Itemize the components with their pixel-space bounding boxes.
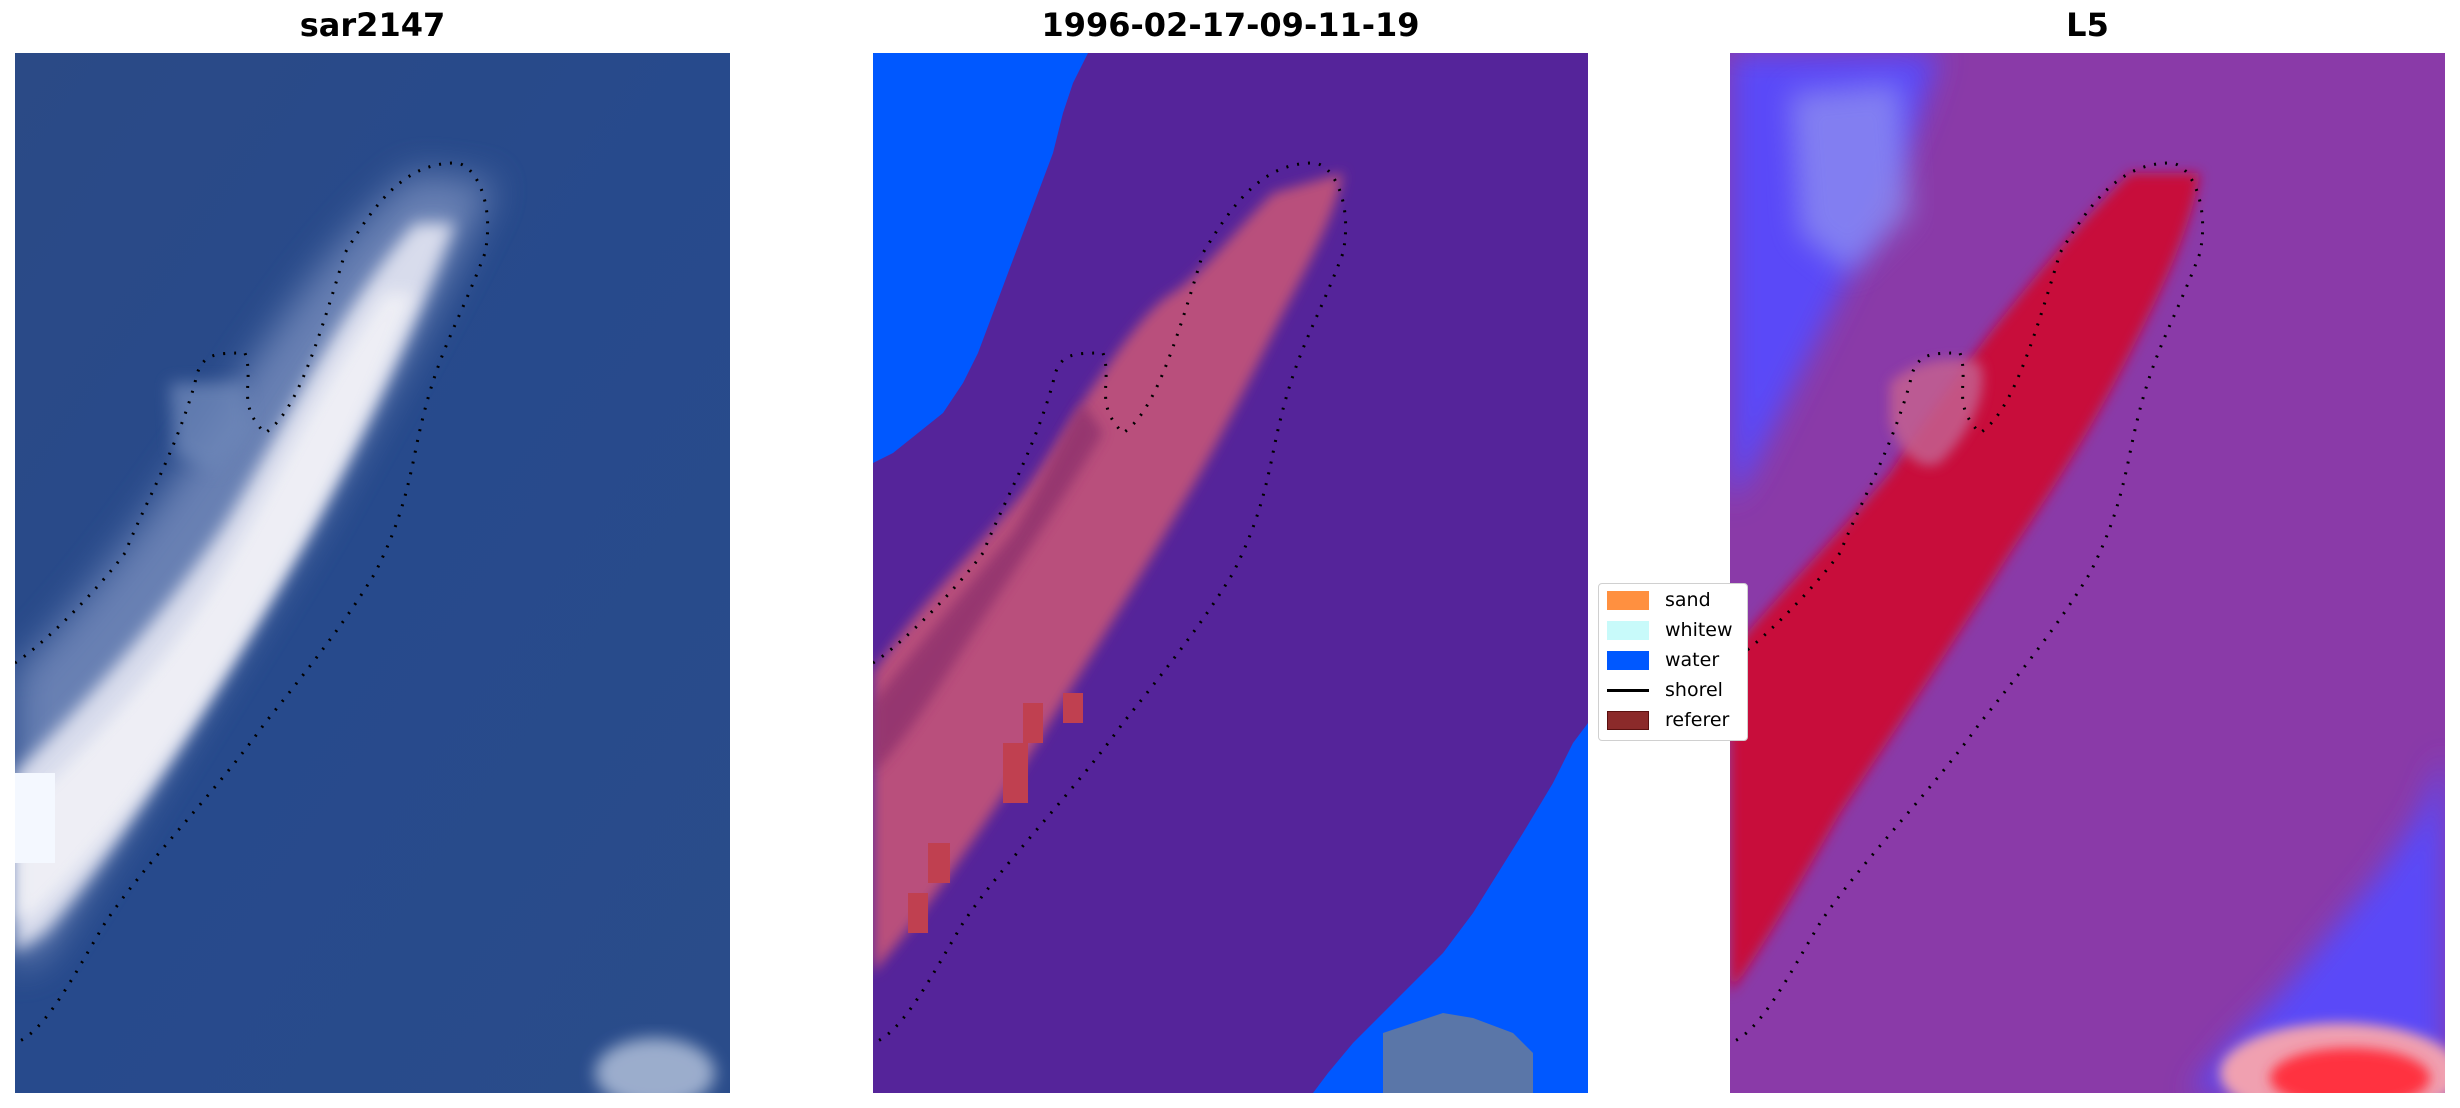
- small-lobe: [170, 383, 250, 473]
- index-mid-lobe: [1890, 359, 1983, 466]
- bottom-rgb-patch: [1383, 1013, 1533, 1093]
- legend-item-water: water: [1607, 648, 1719, 672]
- legend-label-shoreline: shorel: [1665, 679, 1723, 701]
- index-light-patch: [1790, 83, 1910, 273]
- legend-label-sand: sand: [1665, 589, 1711, 611]
- panel-title-index: L5: [2066, 6, 2109, 44]
- reference-pixel-4: [908, 893, 928, 933]
- sand-spit-bright: [15, 293, 415, 923]
- index-panel: [1730, 53, 2445, 1093]
- water-upper-left: [873, 53, 1088, 463]
- legend-swatch-reference: [1607, 710, 1649, 730]
- legend-swatch-whitewater: [1607, 620, 1649, 640]
- water-lower-right: [1313, 723, 1588, 1093]
- legend-swatch-water: [1607, 650, 1649, 670]
- legend-label-reference: referer: [1665, 709, 1730, 731]
- legend-item-sand: sand: [1607, 588, 1711, 612]
- legend-item-whitewater: whitew: [1607, 618, 1733, 642]
- panel-title-classification: 1996-02-17-09-11-19: [1041, 6, 1420, 44]
- legend-item-shoreline: shorel: [1607, 678, 1723, 702]
- rgb-image: [15, 53, 730, 1093]
- legend: sand whitew water shorel referer: [1598, 583, 1748, 741]
- legend-swatch-shoreline: [1607, 688, 1649, 692]
- panel-title-rgb: sar2147: [299, 6, 446, 44]
- index-image: [1730, 53, 2445, 1093]
- reference-pixel-2: [1023, 703, 1043, 743]
- rgb-image-panel: [15, 53, 730, 1093]
- reference-pixel-3: [928, 843, 950, 883]
- class-sand-dark: [873, 403, 1103, 773]
- classification-panel: [873, 53, 1588, 1093]
- reference-pixel-5: [1063, 693, 1083, 723]
- legend-item-reference: referer: [1607, 708, 1729, 732]
- legend-swatch-sand: [1607, 590, 1649, 610]
- class-sand-spit: [873, 173, 1343, 973]
- index-hot-patch-inner: [2270, 1048, 2430, 1093]
- classification-image: [873, 53, 1588, 1093]
- legend-label-water: water: [1665, 649, 1720, 671]
- legend-label-whitewater: whitew: [1665, 619, 1733, 641]
- bright-pixel-block: [15, 773, 55, 863]
- index-high-spit: [1730, 173, 2200, 993]
- index-low-lower-right: [2190, 753, 2445, 1093]
- bottom-bright-patch: [595, 1038, 715, 1093]
- reference-pixel-1: [1003, 743, 1028, 803]
